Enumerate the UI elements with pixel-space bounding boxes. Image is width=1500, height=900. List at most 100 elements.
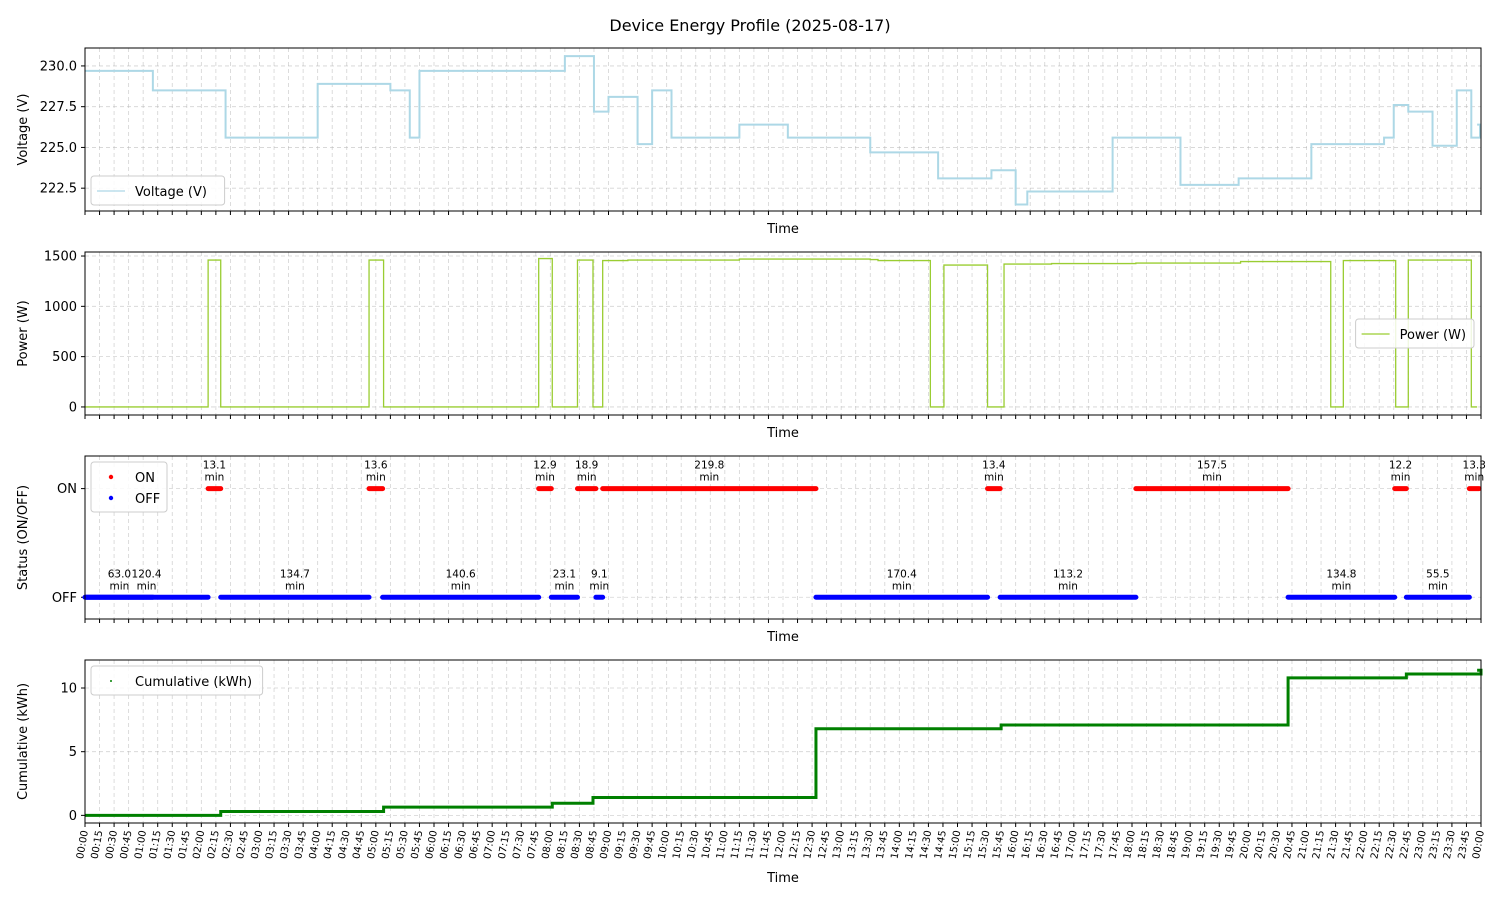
duration-label: 120.4 bbox=[132, 568, 162, 580]
x-tick-label: 20:45 bbox=[1282, 830, 1298, 860]
x-tick-label: 12:30 bbox=[802, 830, 818, 860]
x-tick-label: 21:45 bbox=[1340, 830, 1356, 860]
x-tick-label: 02:30 bbox=[221, 830, 237, 860]
x-tick-label: 23:15 bbox=[1427, 830, 1443, 860]
x-tick-label: 03:00 bbox=[250, 830, 266, 860]
y-tick-label: 1000 bbox=[44, 300, 77, 315]
x-tick-label: 16:15 bbox=[1020, 830, 1036, 860]
axes-frame bbox=[84, 659, 1482, 824]
duration-label: 12.2 bbox=[1389, 460, 1412, 472]
x-tick-label: 12:45 bbox=[817, 830, 833, 860]
duration-unit: min bbox=[554, 580, 574, 592]
x-tick-label: 06:45 bbox=[468, 830, 484, 860]
x-tick-label: 14:30 bbox=[919, 830, 935, 860]
y-tick-label: 500 bbox=[52, 350, 77, 365]
x-tick-label: 16:30 bbox=[1035, 830, 1051, 860]
duration-unit: min bbox=[1331, 580, 1351, 592]
duration-label: 140.6 bbox=[446, 568, 476, 580]
x-tick-label: 19:00 bbox=[1180, 830, 1196, 860]
x-tick-label: 14:00 bbox=[889, 830, 905, 860]
x-axis-label: Time bbox=[766, 871, 799, 886]
duration-label: 13.1 bbox=[203, 460, 226, 472]
x-tick-label: 20:30 bbox=[1268, 830, 1284, 860]
duration-label: 134.8 bbox=[1326, 568, 1356, 580]
duration-unit: min bbox=[110, 580, 130, 592]
legend-marker bbox=[108, 495, 114, 501]
x-tick-label: 10:00 bbox=[657, 830, 673, 860]
x-tick-label: 09:45 bbox=[642, 830, 658, 860]
x-tick-label: 23:00 bbox=[1413, 830, 1429, 860]
x-tick-label: 01:00 bbox=[133, 830, 149, 860]
duration-label: 113.2 bbox=[1053, 568, 1083, 580]
x-tick-label: 22:30 bbox=[1384, 830, 1400, 860]
duration-unit: min bbox=[1428, 580, 1448, 592]
y-axis-label: Cumulative (kWh) bbox=[16, 683, 31, 800]
duration-unit: min bbox=[205, 472, 225, 484]
x-tick-label: 03:30 bbox=[279, 830, 295, 860]
x-tick-label: 05:30 bbox=[395, 830, 411, 860]
axes-frame bbox=[84, 455, 1482, 620]
x-tick-label: 15:15 bbox=[962, 830, 978, 860]
legend: Voltage (V) bbox=[90, 175, 226, 206]
legend-label: Power (W) bbox=[1400, 328, 1466, 343]
x-tick-label: 18:45 bbox=[1166, 830, 1182, 860]
duration-unit: min bbox=[892, 580, 912, 592]
series-line bbox=[85, 257, 1478, 408]
x-tick-label: 09:15 bbox=[613, 830, 629, 860]
x-tick-label: 04:15 bbox=[322, 830, 338, 860]
x-tick-label: 16:45 bbox=[1049, 830, 1065, 860]
y-tick-label: 0 bbox=[69, 400, 77, 415]
x-tick-label: 00:00 bbox=[1471, 830, 1487, 860]
x-tick-label: 11:15 bbox=[729, 830, 745, 860]
y-tick-label: 222.5 bbox=[40, 182, 77, 197]
x-tick-label: 01:30 bbox=[162, 830, 178, 860]
x-tick-label: 21:00 bbox=[1297, 830, 1313, 860]
duration-label: 55.5 bbox=[1426, 568, 1449, 580]
x-tick-label: 13:30 bbox=[860, 830, 876, 860]
legend-label: Cumulative (kWh) bbox=[135, 675, 252, 690]
figure-title: Device Energy Profile (2025-08-17) bbox=[609, 16, 890, 35]
legend-label: Voltage (V) bbox=[135, 185, 207, 200]
legend-box bbox=[1355, 318, 1475, 349]
y-tick-label: 225.0 bbox=[40, 141, 77, 156]
series-line bbox=[85, 668, 1483, 817]
x-tick-label: 00:30 bbox=[104, 830, 120, 860]
x-tick-label: 18:15 bbox=[1137, 830, 1153, 860]
x-tick-label: 10:30 bbox=[686, 830, 702, 860]
x-tick-label: 09:30 bbox=[628, 830, 644, 860]
duration-label: 134.7 bbox=[280, 568, 310, 580]
y-tick-label: ON bbox=[57, 482, 77, 497]
legend-marker bbox=[110, 680, 112, 682]
x-tick-label: 01:45 bbox=[177, 830, 193, 860]
x-tick-label: 12:15 bbox=[788, 830, 804, 860]
duration-unit: min bbox=[1464, 472, 1484, 484]
x-tick-label: 14:15 bbox=[904, 830, 920, 860]
x-tick-label: 23:45 bbox=[1457, 830, 1473, 860]
x-tick-label: 22:00 bbox=[1355, 830, 1371, 860]
y-tick-label: OFF bbox=[52, 591, 77, 606]
x-tick-label: 11:45 bbox=[759, 830, 775, 860]
duration-unit: min bbox=[535, 472, 555, 484]
axes-frame bbox=[84, 47, 1482, 212]
x-tick-label: 08:00 bbox=[540, 830, 556, 860]
x-tick-label: 01:15 bbox=[148, 830, 164, 860]
x-tick-label: 04:45 bbox=[351, 830, 367, 860]
duration-label: 13.3 bbox=[1463, 460, 1486, 472]
x-tick-label: 00:45 bbox=[119, 830, 135, 860]
y-tick-label: 230.0 bbox=[40, 59, 77, 74]
duration-unit: min bbox=[699, 472, 719, 484]
y-tick-label: 1500 bbox=[44, 250, 77, 265]
legend-label: OFF bbox=[135, 492, 160, 507]
x-tick-label: 02:15 bbox=[206, 830, 222, 860]
duration-unit: min bbox=[1202, 472, 1222, 484]
x-tick-label: 09:00 bbox=[599, 830, 615, 860]
x-tick-label: 08:45 bbox=[584, 830, 600, 860]
x-tick-label: 07:15 bbox=[497, 830, 513, 860]
duration-unit: min bbox=[137, 580, 157, 592]
y-axis-label: Status (ON/OFF) bbox=[16, 485, 31, 590]
panel-1: 222.5 225.0 227.5 230.0 Voltage (V) Time Volta… bbox=[16, 47, 1482, 237]
x-tick-label: 15:45 bbox=[991, 830, 1007, 860]
duration-label: 12.9 bbox=[533, 460, 556, 472]
x-tick-label: 03:45 bbox=[293, 830, 309, 860]
